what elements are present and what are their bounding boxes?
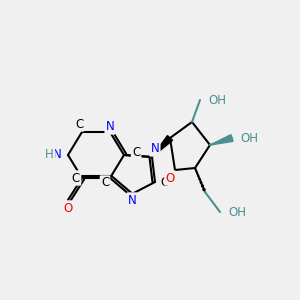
Text: C: C	[72, 172, 80, 184]
Text: OH: OH	[208, 94, 226, 106]
Text: N: N	[106, 121, 114, 134]
Text: H: H	[45, 148, 54, 161]
Text: N: N	[151, 142, 159, 155]
Polygon shape	[210, 135, 233, 145]
Text: O: O	[63, 202, 73, 214]
Text: OH: OH	[240, 131, 258, 145]
Text: C: C	[160, 176, 168, 188]
Text: N: N	[128, 194, 136, 206]
Text: C: C	[132, 146, 140, 158]
Text: C: C	[75, 118, 83, 130]
Text: N: N	[53, 148, 62, 161]
Polygon shape	[152, 136, 172, 157]
Text: O: O	[165, 172, 175, 184]
Text: C: C	[101, 176, 109, 190]
Text: OH: OH	[228, 206, 246, 218]
